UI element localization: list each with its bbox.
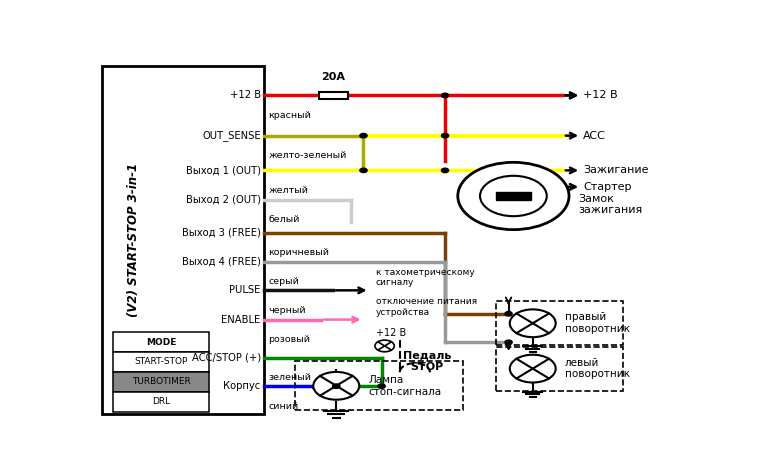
Text: к тахометрическому
сигналу: к тахометрическому сигналу: [376, 268, 474, 287]
Circle shape: [441, 133, 448, 138]
Circle shape: [378, 384, 385, 389]
Text: правый
поворотник: правый поворотник: [565, 313, 629, 334]
Bar: [295, 361, 463, 409]
Bar: [112, 352, 209, 372]
Circle shape: [375, 340, 395, 352]
Text: Лампа
стоп-сигнала: Лампа стоп-сигнала: [368, 375, 441, 397]
Text: +12 В: +12 В: [375, 328, 406, 338]
Text: розовый: розовый: [268, 335, 310, 344]
Bar: [112, 392, 209, 412]
Text: Зажигание: Зажигание: [583, 165, 648, 175]
Circle shape: [332, 384, 340, 389]
Text: START: START: [537, 167, 557, 183]
Text: ACC: ACC: [477, 166, 492, 180]
Bar: [319, 92, 348, 99]
Bar: [496, 301, 623, 345]
Text: желтый: желтый: [268, 186, 309, 195]
Bar: [102, 66, 264, 414]
Text: 20A: 20A: [321, 72, 346, 82]
Text: ACC/STOP (+): ACC/STOP (+): [192, 352, 261, 362]
Bar: [112, 332, 209, 352]
Text: черный: черный: [268, 306, 307, 315]
Text: +12 В: +12 В: [229, 90, 261, 100]
Text: Выход 3 (FREE): Выход 3 (FREE): [182, 228, 261, 238]
Text: белый: белый: [268, 215, 300, 224]
Circle shape: [505, 312, 512, 316]
Circle shape: [314, 372, 360, 399]
Text: Педаль
STOP: Педаль STOP: [402, 351, 451, 372]
Circle shape: [458, 162, 569, 229]
Circle shape: [441, 168, 448, 172]
Text: ENABLE: ENABLE: [222, 314, 261, 324]
Text: Стартер: Стартер: [583, 182, 632, 192]
Text: желто-зеленый: желто-зеленый: [268, 151, 347, 160]
Circle shape: [360, 133, 367, 138]
Circle shape: [510, 355, 555, 382]
Text: красный: красный: [268, 111, 311, 120]
Text: ACC: ACC: [583, 131, 606, 141]
Circle shape: [441, 93, 448, 97]
Text: (V2) START-STOP 3-in-1: (V2) START-STOP 3-in-1: [127, 163, 140, 317]
Bar: [496, 347, 623, 390]
Text: Замок
зажигания: Замок зажигания: [578, 194, 642, 215]
Text: коричневый: коричневый: [268, 248, 330, 257]
Text: +12 В: +12 В: [583, 90, 618, 100]
Text: Выход 4 (FREE): Выход 4 (FREE): [182, 257, 261, 267]
Bar: [112, 372, 209, 392]
Text: Выход 1 (OUT): Выход 1 (OUT): [186, 165, 261, 175]
Text: Корпус: Корпус: [223, 381, 261, 391]
Text: левый
поворотник: левый поворотник: [565, 358, 629, 380]
Text: синий: синий: [268, 401, 299, 410]
Bar: [495, 191, 531, 200]
Text: MODE: MODE: [146, 338, 176, 346]
Text: серый: серый: [268, 277, 300, 286]
Circle shape: [510, 309, 555, 337]
Text: OUT_SENSE: OUT_SENSE: [202, 130, 261, 141]
Text: Выход 2 (OUT): Выход 2 (OUT): [186, 195, 261, 205]
Text: ON: ON: [508, 166, 519, 172]
Text: START-STOP: START-STOP: [134, 358, 188, 366]
Text: отключение питания
устройства: отключение питания устройства: [376, 297, 477, 317]
Text: TURBOTIMER: TURBOTIMER: [132, 377, 190, 386]
Text: DRL: DRL: [152, 397, 170, 406]
Circle shape: [505, 340, 512, 344]
Text: зеленый: зеленый: [268, 373, 311, 382]
Circle shape: [480, 176, 547, 216]
Circle shape: [360, 168, 367, 172]
Text: PULSE: PULSE: [229, 285, 261, 295]
